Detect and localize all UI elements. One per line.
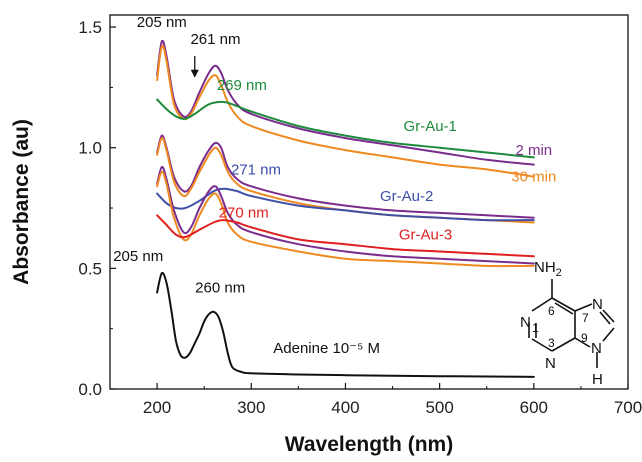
x-tick-label: 600 (520, 398, 548, 417)
x-axis-title: Wavelength (nm) (285, 433, 453, 456)
x-tick-label: 500 (425, 398, 453, 417)
bond-c5-n7 (574, 303, 593, 312)
x-tick-label: 400 (331, 398, 359, 417)
adenine-structure (528, 279, 615, 368)
annotation-label: 261 nm (190, 31, 240, 48)
series-line-gr-au-1-green (156, 98, 535, 159)
annotation-label: 30 min (511, 168, 556, 185)
y-tick-label: 1.0 (78, 139, 102, 158)
n1-atom: N (520, 314, 531, 331)
series-line-gr-au-3-red (156, 214, 535, 258)
annotation-label: 270 nm (219, 205, 269, 222)
bond-c4-n3 (551, 337, 576, 352)
h9-atom: H (592, 371, 603, 388)
annotation-label: Adenine 10⁻⁵ M (273, 340, 380, 357)
bond-c6-c5 (551, 297, 576, 312)
x-tick-label: 200 (143, 398, 171, 417)
bond-n3-c2 (531, 338, 553, 352)
position-6: 6 (548, 304, 555, 318)
position-3: 3 (548, 336, 555, 350)
series-line-gr-au-3-purple (156, 165, 535, 265)
bond-c6-c5-double (554, 302, 574, 315)
annotation-label: Gr-Au-3 (399, 226, 452, 243)
y-axis-title: Absorbance (au) (10, 119, 33, 285)
position-9: 9 (581, 331, 588, 345)
series-group (156, 39, 535, 378)
n7-atom: N (592, 296, 603, 313)
axes: 200 300 400 500 600 700 0.0 0.5 1.0 1.5 (78, 14, 642, 417)
y-tick-label: 0.0 (78, 380, 102, 399)
nh2-label: NH2 (534, 259, 562, 279)
annotation-label: 205 nm (137, 14, 187, 31)
position-1: 1 (532, 321, 539, 335)
plot-frame (109, 14, 629, 390)
bond-n7-c8-double (599, 311, 611, 325)
series-line-gr-au-2-purple (156, 134, 535, 219)
series-line-gr-au-2-blue (156, 187, 535, 222)
adenine-labels: NH2 N N N N H 1 3 6 7 9 (520, 259, 603, 388)
n3-atom: N (545, 355, 556, 372)
series-line-gr-au-3-orange (156, 170, 535, 268)
annotation-label: 2 min (515, 142, 552, 159)
x-tick-label: 300 (237, 398, 265, 417)
series-line-gr-au-1-purple (156, 39, 535, 166)
x-tick-label: 700 (614, 398, 642, 417)
annotation-label: Gr-Au-2 (380, 188, 433, 205)
annotation-label: Gr-Au-1 (404, 118, 457, 135)
series-line-adenine-black (156, 271, 535, 378)
annotation-label: 271 nm (231, 161, 281, 178)
position-7: 7 (582, 311, 589, 325)
bond-c8-n9 (602, 327, 615, 342)
annotation-label: 205 nm (113, 248, 163, 265)
y-tick-label: 0.5 (78, 259, 102, 278)
series-line-gr-au-1-orange (156, 44, 535, 178)
annotation-label: 269 nm (217, 77, 267, 94)
y-tick-label: 1.5 (78, 18, 102, 37)
bond-n1-c6 (531, 297, 553, 312)
peak-arrow-head (190, 69, 199, 78)
n9-atom: N (591, 340, 602, 357)
bond-n7-c8 (602, 309, 615, 323)
bond-n9-c4 (574, 337, 591, 348)
annotation-label: 260 nm (195, 279, 245, 296)
